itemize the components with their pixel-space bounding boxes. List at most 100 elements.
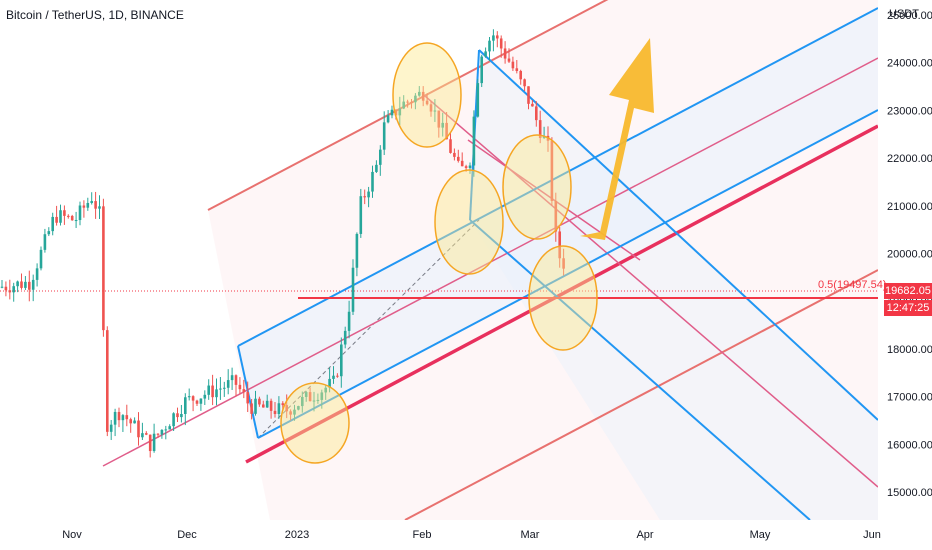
candle-body bbox=[63, 210, 66, 216]
y-tick-label: 18000.00 bbox=[887, 344, 932, 356]
candle-body bbox=[148, 434, 152, 452]
candle-body bbox=[379, 149, 382, 165]
candle-body bbox=[125, 415, 129, 420]
candle-body bbox=[550, 140, 554, 201]
candle-body bbox=[312, 400, 316, 402]
candle-body bbox=[488, 40, 491, 52]
candle-body bbox=[531, 103, 534, 107]
candle-body bbox=[394, 109, 398, 116]
y-tick-label: 16000.00 bbox=[887, 439, 932, 451]
x-tick-label: Apr bbox=[636, 529, 653, 541]
candle-body bbox=[523, 79, 526, 87]
candle-body bbox=[492, 35, 495, 41]
candle-body bbox=[133, 420, 136, 424]
candle-body bbox=[277, 403, 281, 415]
candle-body bbox=[558, 231, 561, 259]
candle-body bbox=[418, 91, 421, 96]
candle-body bbox=[184, 397, 187, 414]
y-tick-label: 24000.00 bbox=[887, 58, 932, 70]
highlight-circles bbox=[280, 42, 598, 464]
pink-down-line-1 bbox=[424, 95, 878, 488]
candle-body bbox=[445, 122, 448, 140]
candle-body bbox=[258, 398, 261, 405]
candle-body bbox=[301, 396, 304, 407]
highlight-circle-feb-top bbox=[392, 42, 462, 148]
candle-body bbox=[211, 385, 214, 398]
y-tick-label: 23000.00 bbox=[887, 105, 932, 117]
candle-body bbox=[67, 215, 70, 217]
candle-body bbox=[31, 279, 35, 290]
fib-level-label: 0.5(19497.54) bbox=[818, 279, 887, 291]
candle-body bbox=[102, 206, 105, 331]
x-tick-label: Dec bbox=[177, 529, 197, 541]
candle-body bbox=[421, 91, 425, 101]
candle-body bbox=[464, 166, 468, 168]
candle-body bbox=[406, 101, 409, 103]
candle-body bbox=[332, 375, 335, 379]
candle-body bbox=[449, 139, 452, 153]
candle-body bbox=[90, 201, 93, 203]
candle-body bbox=[223, 387, 226, 389]
candle-body bbox=[207, 385, 210, 395]
candle-body bbox=[441, 122, 444, 128]
candle-body bbox=[242, 389, 246, 393]
candle-body bbox=[94, 201, 97, 209]
candles bbox=[0, 29, 565, 458]
candle-body bbox=[484, 51, 487, 57]
candle-body bbox=[12, 286, 15, 293]
candle-body bbox=[250, 403, 253, 414]
x-tick-label: Jun bbox=[863, 529, 881, 541]
x-tick-label: May bbox=[750, 529, 771, 541]
countdown-tag: 12:47:25 bbox=[884, 300, 932, 316]
candle-body bbox=[499, 38, 503, 49]
candle-body bbox=[117, 411, 121, 421]
candle-body bbox=[304, 392, 308, 397]
highlight-circle-jan bbox=[280, 382, 350, 464]
candle-body bbox=[328, 378, 331, 388]
highlight-circle-mar bbox=[528, 245, 598, 351]
candle-body bbox=[160, 429, 164, 435]
candle-body bbox=[156, 433, 160, 435]
candle-body bbox=[460, 160, 464, 167]
candle-body bbox=[172, 413, 175, 427]
candle-body bbox=[453, 152, 456, 157]
candle-body bbox=[503, 48, 507, 59]
candle-body bbox=[511, 61, 515, 69]
candle-body bbox=[55, 216, 58, 223]
y-axis-unit: USDT bbox=[889, 8, 919, 20]
x-axis: Nov Dec 2023 Feb Mar Apr May Jun bbox=[62, 529, 881, 541]
candle-body bbox=[519, 70, 522, 80]
candle-body bbox=[164, 429, 168, 431]
candle-body bbox=[367, 191, 370, 198]
candle-body bbox=[320, 392, 324, 400]
candle-body bbox=[262, 404, 265, 408]
candle-body bbox=[152, 433, 156, 452]
x-tick-label: Feb bbox=[413, 529, 432, 541]
y-tick-label: 21000.00 bbox=[887, 201, 932, 213]
y-tick-label: 15000.00 bbox=[887, 487, 932, 499]
candle-body bbox=[402, 101, 405, 109]
candle-body bbox=[324, 387, 327, 393]
candle-body bbox=[273, 410, 277, 415]
x-tick-label: 2023 bbox=[285, 529, 309, 541]
candle-body bbox=[129, 419, 132, 424]
candle-body bbox=[106, 330, 109, 432]
candle-body bbox=[238, 384, 242, 390]
y-axis: 15000.0016000.0017000.0018000.0019000.00… bbox=[887, 10, 932, 499]
candle-body bbox=[293, 409, 296, 415]
candle-body bbox=[226, 380, 230, 388]
candle-body bbox=[16, 281, 19, 287]
candle-body bbox=[195, 400, 199, 404]
candle-body bbox=[515, 68, 519, 71]
x-tick-label: Nov bbox=[62, 529, 82, 541]
candle-body bbox=[98, 206, 101, 209]
median-red-line bbox=[245, 124, 878, 464]
candle-body bbox=[538, 120, 542, 139]
candle-body bbox=[496, 35, 499, 39]
candle-body bbox=[285, 405, 288, 412]
candle-body bbox=[562, 258, 565, 269]
candle-body bbox=[203, 394, 207, 399]
y-tick-label: 20000.00 bbox=[887, 249, 932, 261]
x-tick-label: Mar bbox=[521, 529, 540, 541]
